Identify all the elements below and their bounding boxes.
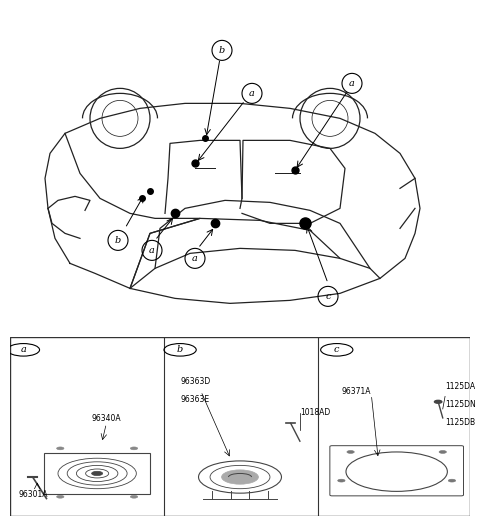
Text: c: c [325,292,331,301]
Text: b: b [177,345,183,354]
Text: a: a [249,89,255,98]
Text: 1018AD: 1018AD [300,408,330,417]
FancyBboxPatch shape [44,453,150,494]
Circle shape [222,470,258,484]
Circle shape [448,479,456,482]
FancyBboxPatch shape [330,446,464,496]
Circle shape [92,471,103,475]
Text: 96301A: 96301A [19,490,48,499]
Text: 1125DA: 1125DA [445,382,475,391]
Text: b: b [115,236,121,245]
Circle shape [338,479,345,482]
Text: 1125DB: 1125DB [445,418,475,427]
Text: 1125DN: 1125DN [445,400,476,409]
Circle shape [434,401,442,403]
Text: 96363E: 96363E [180,395,209,404]
Text: a: a [149,246,155,255]
FancyBboxPatch shape [10,337,470,516]
Text: 96340A: 96340A [92,414,121,423]
Circle shape [57,495,64,498]
Text: 96371A: 96371A [341,387,371,396]
Circle shape [131,447,138,450]
Circle shape [347,451,354,453]
Text: a: a [192,254,198,263]
Circle shape [131,495,138,498]
Text: a: a [21,345,26,354]
Circle shape [439,451,446,453]
Text: a: a [349,79,355,88]
Text: 96363D: 96363D [180,377,210,386]
Circle shape [57,447,64,450]
Text: b: b [219,46,225,55]
Text: c: c [334,345,339,354]
